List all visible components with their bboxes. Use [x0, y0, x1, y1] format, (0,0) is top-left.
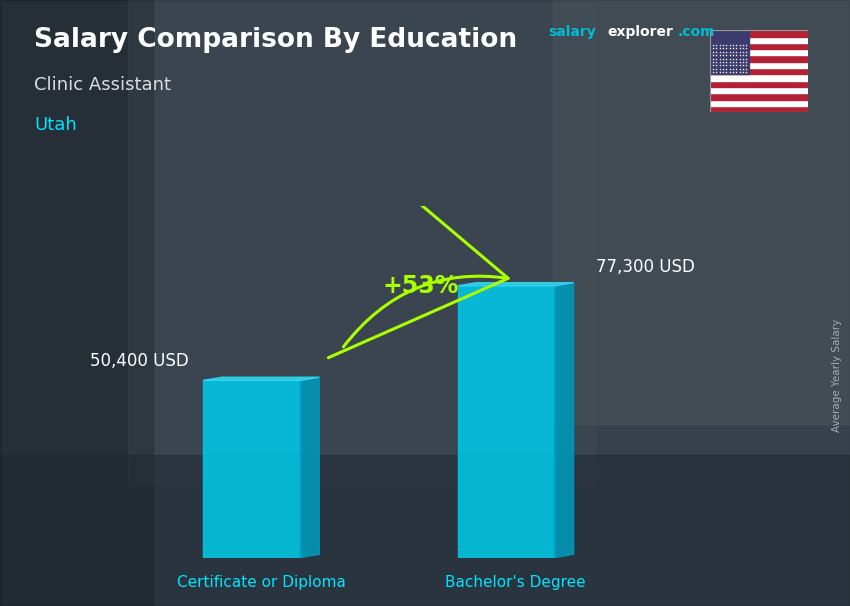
Polygon shape — [301, 377, 320, 558]
Bar — [710, 30, 749, 75]
Text: Salary Comparison By Education: Salary Comparison By Education — [34, 27, 517, 53]
Bar — [710, 93, 808, 99]
Text: .com: .com — [677, 25, 715, 39]
Bar — [710, 68, 808, 75]
Bar — [710, 62, 808, 68]
Polygon shape — [555, 282, 574, 558]
Bar — [710, 106, 808, 112]
Polygon shape — [457, 282, 574, 286]
Bar — [0, 0, 153, 606]
Bar — [710, 36, 808, 43]
Text: Average Yearly Salary: Average Yearly Salary — [832, 319, 842, 432]
Bar — [710, 49, 808, 56]
Bar — [710, 99, 808, 106]
Bar — [710, 81, 808, 87]
Bar — [552, 0, 850, 424]
Bar — [128, 0, 595, 485]
Text: Clinic Assistant: Clinic Assistant — [34, 76, 171, 94]
Bar — [710, 75, 808, 81]
Bar — [710, 30, 808, 36]
Text: Certificate or Diploma: Certificate or Diploma — [177, 575, 346, 590]
Polygon shape — [203, 377, 320, 381]
Text: Utah: Utah — [34, 116, 76, 135]
Bar — [457, 286, 555, 558]
Bar — [710, 56, 808, 62]
Text: salary: salary — [548, 25, 596, 39]
Bar — [710, 87, 808, 93]
FancyArrowPatch shape — [328, 152, 508, 358]
Text: +53%: +53% — [382, 274, 458, 298]
Text: explorer: explorer — [608, 25, 673, 39]
Text: Bachelor's Degree: Bachelor's Degree — [445, 575, 586, 590]
Text: 50,400 USD: 50,400 USD — [89, 352, 189, 370]
Text: 77,300 USD: 77,300 USD — [596, 258, 695, 276]
Bar — [203, 381, 301, 558]
Bar — [0, 454, 850, 606]
Bar — [710, 43, 808, 49]
